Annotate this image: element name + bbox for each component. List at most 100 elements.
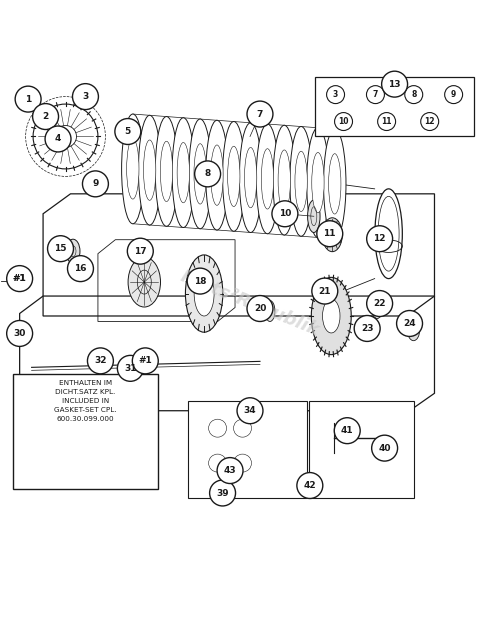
Ellipse shape [306,128,329,238]
Circle shape [372,435,398,461]
Ellipse shape [273,125,295,235]
Ellipse shape [265,300,275,322]
Circle shape [32,103,58,130]
Text: 9: 9 [451,90,456,99]
Text: 40: 40 [378,444,391,453]
Circle shape [118,356,144,381]
Ellipse shape [189,119,212,229]
Ellipse shape [244,147,257,208]
Ellipse shape [177,142,190,203]
Circle shape [45,126,71,152]
FancyBboxPatch shape [13,374,158,489]
Text: 12: 12 [374,234,386,243]
Text: 43: 43 [224,466,236,475]
Circle shape [210,480,236,506]
Ellipse shape [256,124,278,234]
Text: 7: 7 [257,110,263,119]
Circle shape [54,125,76,147]
Ellipse shape [194,144,206,204]
Circle shape [272,201,298,227]
Circle shape [444,86,462,103]
Text: 12: 12 [424,117,435,126]
Text: 9: 9 [92,179,98,188]
Ellipse shape [206,120,228,230]
Ellipse shape [128,257,160,307]
Ellipse shape [156,117,178,226]
Ellipse shape [322,218,342,251]
Text: 8: 8 [204,169,210,179]
Circle shape [382,71,407,97]
Text: #1: #1 [13,274,26,283]
Ellipse shape [228,146,240,206]
Circle shape [48,236,74,261]
Ellipse shape [122,114,144,224]
Text: 21: 21 [318,287,331,295]
Circle shape [115,119,141,144]
Text: 22: 22 [374,299,386,308]
Circle shape [217,458,243,483]
Circle shape [68,256,94,282]
Ellipse shape [83,261,93,278]
Ellipse shape [322,299,340,333]
Text: #1: #1 [13,274,26,283]
Ellipse shape [222,122,245,231]
Ellipse shape [172,118,195,228]
Text: 7: 7 [373,90,378,99]
Ellipse shape [186,255,223,332]
Ellipse shape [211,145,223,205]
Circle shape [132,348,158,374]
Text: 13: 13 [388,80,401,88]
Circle shape [297,473,323,498]
Text: 41: 41 [341,426,353,435]
Ellipse shape [290,127,312,236]
Text: 8: 8 [411,90,416,99]
Circle shape [88,348,114,374]
Circle shape [354,315,380,342]
Ellipse shape [116,125,125,140]
Ellipse shape [372,298,382,319]
Circle shape [378,113,396,130]
Ellipse shape [278,150,290,210]
FancyBboxPatch shape [315,76,474,137]
Circle shape [247,101,273,127]
Ellipse shape [138,115,161,225]
Text: 30: 30 [14,329,26,338]
Ellipse shape [126,139,139,199]
Circle shape [366,86,384,103]
Circle shape [237,398,263,424]
Text: 17: 17 [134,246,146,256]
Circle shape [15,86,41,112]
Circle shape [317,221,342,246]
FancyBboxPatch shape [309,401,414,498]
Circle shape [420,113,438,130]
Text: 39: 39 [216,488,229,497]
Text: 15: 15 [54,244,67,253]
Ellipse shape [312,152,324,213]
Ellipse shape [375,189,402,278]
Ellipse shape [324,129,346,239]
Circle shape [334,418,360,444]
Text: #1: #1 [138,356,152,366]
Text: 11: 11 [382,117,392,126]
Ellipse shape [312,277,351,355]
Text: 32: 32 [94,356,106,366]
Ellipse shape [328,154,341,214]
Text: 10: 10 [338,117,349,126]
Text: 18: 18 [194,277,206,285]
Text: 23: 23 [361,324,374,333]
Ellipse shape [66,240,80,263]
Ellipse shape [240,123,262,233]
Text: 24: 24 [403,319,416,328]
Circle shape [6,266,32,292]
Text: 34: 34 [244,406,256,415]
Text: 2: 2 [42,112,48,121]
Circle shape [33,104,98,169]
Circle shape [326,86,344,103]
Ellipse shape [194,271,214,316]
Text: 20: 20 [254,304,266,313]
Ellipse shape [262,149,274,209]
Circle shape [128,238,154,264]
Circle shape [366,290,392,317]
Text: Parts²Republik: Parts²Republik [178,267,322,340]
Ellipse shape [378,196,399,271]
